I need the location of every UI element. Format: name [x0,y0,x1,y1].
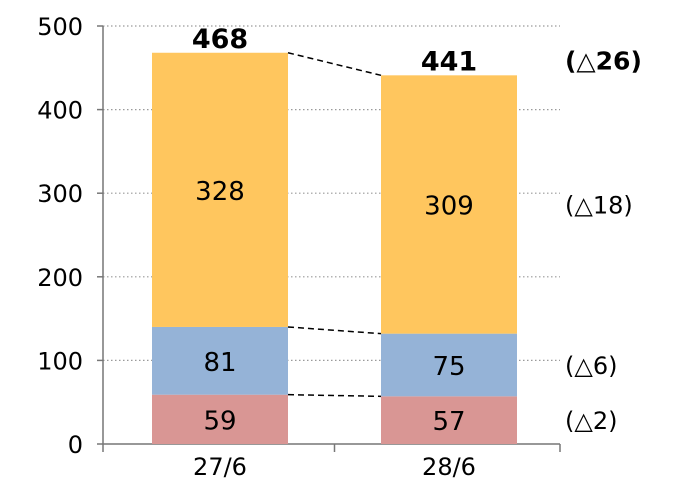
connector-line [287,52,382,77]
bar-segment [381,333,517,397]
bar-segment [152,326,288,395]
bar-segment-label: 57 [432,407,465,437]
y-tick-label: 300 [37,180,83,208]
y-tick-label: 400 [37,97,83,125]
connector-line [287,326,382,335]
connector-lines [287,52,382,398]
bar-segment-label: 81 [203,348,236,378]
bar-total-label: 468 [192,24,248,55]
bar-segment [152,394,288,444]
change-annotation: (△18) [565,191,633,219]
y-tick-label: 200 [37,264,83,292]
y-tick-label: 500 [37,13,83,41]
change-annotation: (△6) [565,352,617,380]
bar-segment-label: 59 [203,406,236,436]
bar-segment-label: 75 [432,352,465,382]
change-annotation: (△2) [565,407,617,435]
y-tick-label: 0 [68,431,83,459]
data-labels: 59 81 328 468 57 75 309 441 [192,24,477,437]
bar-segment-label: 328 [195,177,245,207]
bar-segment [381,396,517,444]
y-tick-label: 100 [37,347,83,375]
bar-segment [152,52,288,327]
change-annotations: (△26) (△18) (△6) (△2) [565,46,642,435]
bars [152,52,517,444]
bar-segment [381,75,517,334]
x-tick-label: 27/6 [193,453,247,481]
x-tick-label: 28/6 [422,453,476,481]
bar-total-label: 441 [421,46,477,77]
connector-line [287,393,382,398]
bar-segment-label: 309 [424,191,474,221]
change-annotation: (△26) [565,46,642,75]
